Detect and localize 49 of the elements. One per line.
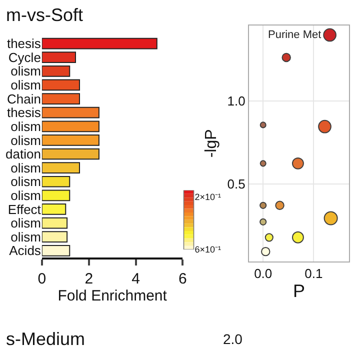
annotation: Purine Met xyxy=(268,29,322,41)
bar xyxy=(42,38,158,50)
chart-title: m-vs-Soft xyxy=(6,5,84,25)
y-tick-label: olism xyxy=(10,229,41,244)
x-axis-title: P xyxy=(292,281,305,302)
y-tick-label: Effect xyxy=(8,202,42,217)
bar xyxy=(42,204,66,215)
y-tick-label: thesis xyxy=(6,105,42,120)
bar xyxy=(42,93,80,104)
color-bar-label: 6×10⁻¹ xyxy=(194,244,222,255)
bar xyxy=(42,106,100,118)
text: s-Medium xyxy=(6,329,86,349)
bar xyxy=(42,79,80,91)
y-axis-title: -lgP xyxy=(203,129,220,158)
y-tick-label: thesis xyxy=(6,36,42,52)
y-tick-label: Chain xyxy=(6,91,41,106)
y-tick-label: Acids xyxy=(9,243,42,258)
y-tick-label: dation xyxy=(6,146,41,162)
x-tick-label: 4 xyxy=(132,270,140,288)
y-tick-label: olism xyxy=(10,132,41,148)
y-tick-label: olism xyxy=(10,118,41,134)
color-bar-label: 2×10⁻¹ xyxy=(194,192,222,202)
y-tick-label: olism xyxy=(10,216,41,231)
bar xyxy=(42,148,100,160)
y-tick-label: olism xyxy=(10,160,41,176)
bar xyxy=(42,244,70,256)
text: 2.0 xyxy=(223,331,243,347)
x-tick-label: 0.1 xyxy=(304,266,323,281)
y-tick-label: olism xyxy=(10,78,41,93)
x-tick-label: 2 xyxy=(84,270,94,288)
y-tick-label: 0.5 xyxy=(227,176,246,192)
bar xyxy=(42,52,76,64)
y-tick-label: olism xyxy=(10,174,41,190)
y-tick-label: 1.0 xyxy=(227,93,246,108)
bar xyxy=(42,190,70,202)
x-tick-label: 6 xyxy=(178,270,187,288)
y-tick-label: Cycle xyxy=(8,50,41,65)
x-tick-label: 0 xyxy=(38,270,46,288)
bar xyxy=(42,231,68,243)
bar xyxy=(42,65,70,77)
bar xyxy=(42,176,70,188)
y-tick-label: olism xyxy=(10,188,41,203)
bar xyxy=(42,217,68,229)
y-tick-label: olism xyxy=(10,64,41,79)
bar xyxy=(42,162,80,174)
x-tick-label: 0.0 xyxy=(254,266,272,281)
x-axis-title: Fold Enrichment xyxy=(58,288,168,305)
bar xyxy=(42,134,100,146)
bar xyxy=(42,120,100,132)
